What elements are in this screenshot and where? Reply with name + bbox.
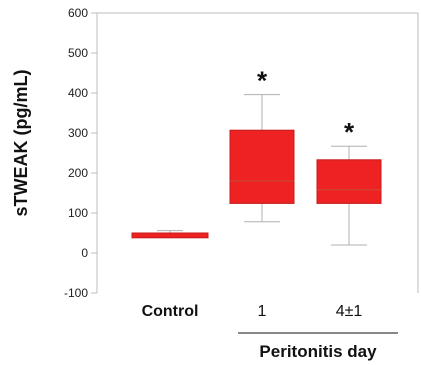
plot-frame: [96, 12, 419, 293]
significance-star: *: [257, 66, 268, 96]
significance-star: *: [344, 117, 355, 147]
x-category-label: Control: [142, 303, 199, 320]
y-tick-label: 100: [68, 206, 88, 220]
y-tick-label: 600: [68, 6, 88, 20]
y-tick-label: 400: [68, 86, 88, 100]
box-0: [131, 230, 209, 239]
y-tick-label: 500: [68, 46, 88, 60]
box-iqr: [316, 159, 382, 204]
group-label: Peritonitis day: [259, 342, 377, 361]
y-tick-label: -100: [64, 286, 88, 300]
box-iqr: [131, 232, 209, 239]
x-category-label: 1: [258, 303, 267, 320]
box-2: *: [316, 117, 382, 246]
box-1: *: [229, 66, 295, 223]
y-tick-label: 200: [68, 166, 88, 180]
y-tick-label: 0: [81, 246, 88, 260]
box-iqr: [229, 129, 295, 204]
x-category-label: 4±1: [336, 303, 363, 320]
y-axis: -100 0 100 200 300 400 500 600: [64, 6, 97, 300]
x-axis-categories: Control 1 4±1: [142, 303, 363, 320]
boxes-layer: **: [131, 66, 382, 246]
y-tick-label: 300: [68, 126, 88, 140]
y-axis-label: sTWEAK (pg/mL): [11, 70, 31, 217]
